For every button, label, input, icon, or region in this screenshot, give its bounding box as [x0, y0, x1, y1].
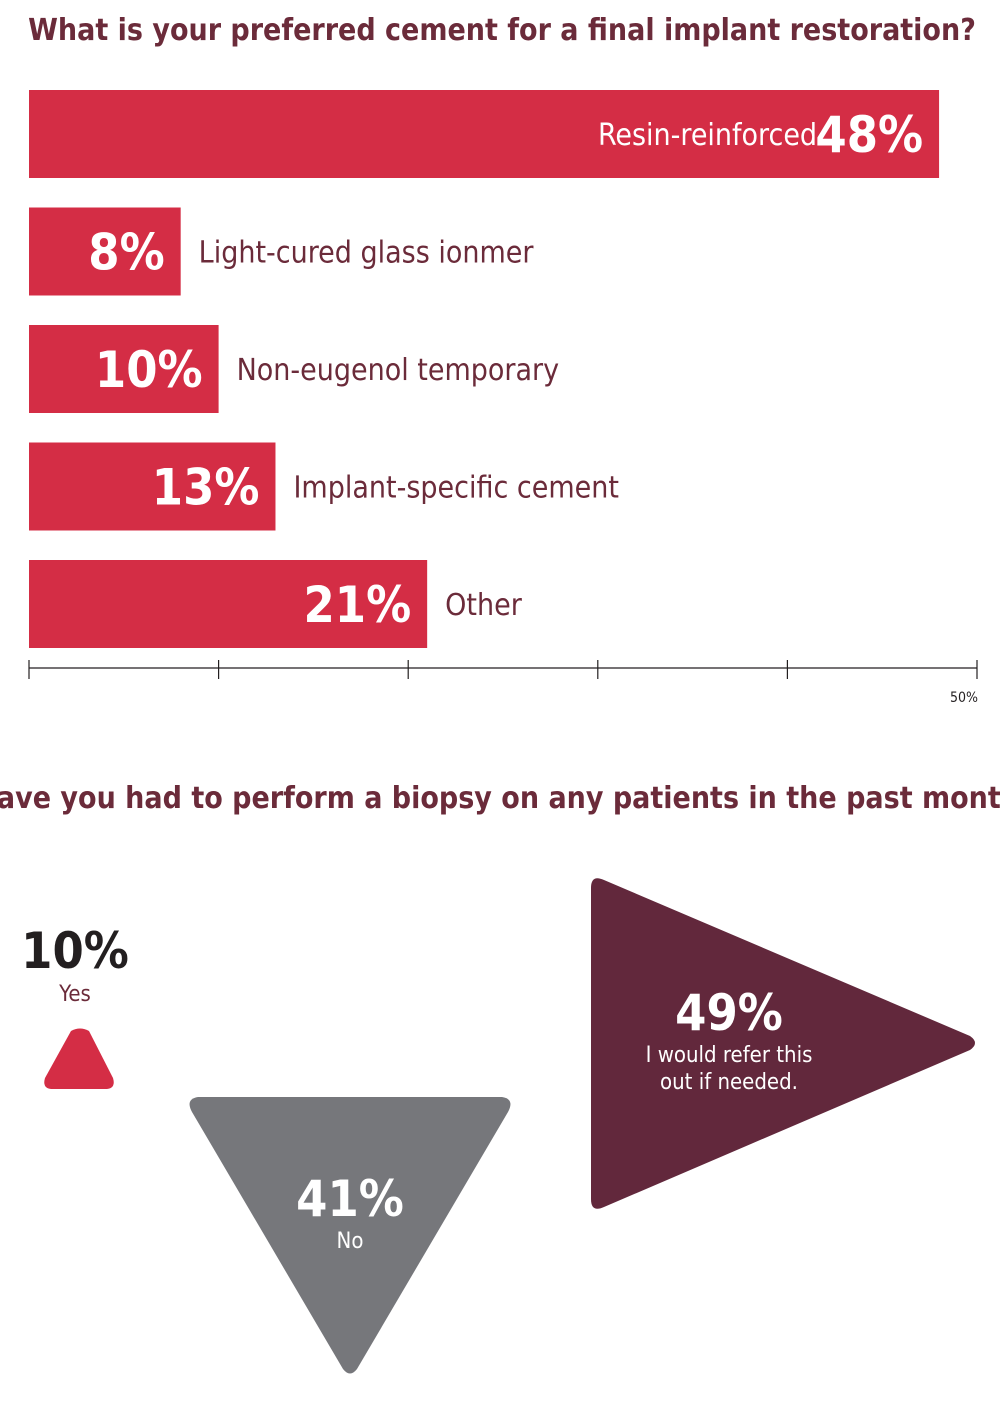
yes-category-label: Yes	[58, 982, 91, 1007]
refer-category-label: I would refer this out if needed.	[646, 1043, 813, 1095]
bar-2	[29, 325, 219, 413]
biopsy-chart-title: Have you had to perform a biopsy on any …	[0, 781, 1000, 816]
cement-chart-title: What is your preferred cement for a fina…	[28, 13, 976, 48]
yes-value-label: 10%	[21, 922, 129, 980]
cement-x-axis	[28, 660, 978, 679]
bar-value-label-1: 8%	[88, 224, 164, 282]
no-value-label: 41%	[296, 1170, 404, 1228]
bar-category-label-0: Resin-reinforced	[598, 118, 817, 153]
cement-chart: What is your preferred cement for a fina…	[28, 13, 978, 706]
bar-3	[29, 442, 276, 531]
no-category-label: No	[337, 1229, 364, 1254]
triangle-up-icon	[44, 1028, 114, 1089]
bar-category-label-1: Light-cured glass ionmer	[199, 236, 535, 271]
triangle-right-icon	[591, 878, 975, 1209]
bar-1	[29, 207, 181, 296]
bar-4	[29, 560, 428, 648]
bar-category-label-4: Other	[445, 588, 523, 623]
bar-0	[29, 90, 940, 178]
bar-value-label-0: 48%	[815, 106, 923, 164]
cement-bars: 48%Resin-reinforced 8% Light-cured glass i…	[29, 90, 940, 648]
refer-value-label: 49%	[675, 984, 783, 1042]
bar-category-label-2: Non-eugenol temporary	[237, 353, 560, 388]
x-tick-label-50: 50%	[950, 690, 978, 706]
bar-value-label-4: 21%	[303, 576, 411, 634]
bar-category-label-3: Implant-specific cement	[293, 471, 618, 506]
biopsy-chart: Have you had to perform a biopsy on any …	[0, 781, 1000, 1374]
bar-value-label-3: 13%	[152, 459, 260, 517]
triangle-down-icon	[189, 1097, 511, 1374]
bar-value-label-2: 10%	[95, 341, 203, 399]
